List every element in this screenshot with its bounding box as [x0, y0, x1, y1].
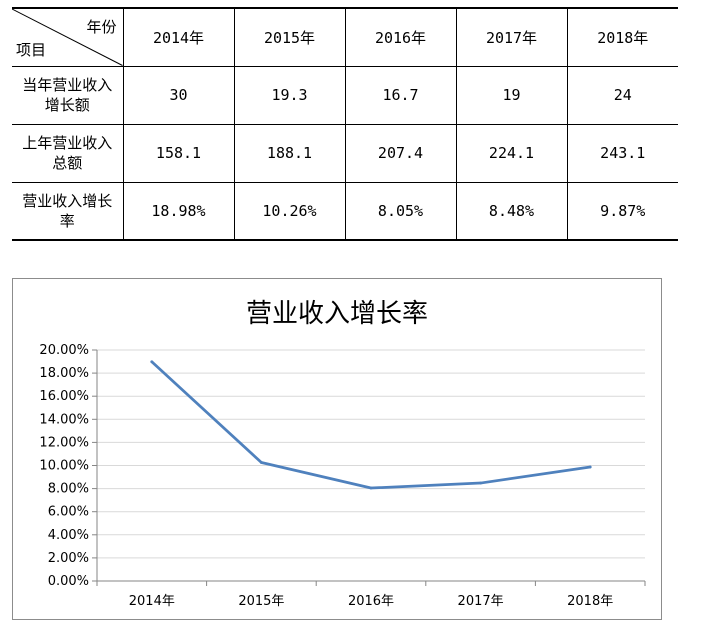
- table-cell: 158.1: [122, 123, 235, 183]
- row-label-line: 增长额: [44, 96, 90, 114]
- row-label-cell: 营业收入增长率: [12, 181, 124, 241]
- row-label-cell: 当年营业收入 增长额: [12, 65, 124, 125]
- x-tick-label: 2017年: [458, 594, 504, 609]
- row-label-cell: 上年营业收入 总额: [12, 123, 124, 183]
- table-cell: 243.1: [566, 123, 678, 183]
- data-point: [479, 481, 482, 485]
- x-tick-label: 2016年: [348, 594, 394, 609]
- y-tick-label: 20.00%: [39, 343, 89, 358]
- table-cell: 30: [122, 65, 235, 125]
- y-tick-label: 12.00%: [39, 435, 89, 450]
- series-line: [150, 360, 592, 490]
- y-tick-label: 0.00%: [48, 574, 89, 589]
- table-cell: 9.87%: [566, 181, 678, 241]
- table-row: 营业收入增长率 18.98% 10.26% 8.05% 8.48% 9.87%: [12, 181, 678, 241]
- y-tick-label: 10.00%: [39, 459, 89, 474]
- data-point: [588, 465, 592, 469]
- table-cell: 16.7: [344, 65, 457, 125]
- x-tick-label: 2018年: [567, 594, 613, 609]
- chart-container: 营业收入增长率 0.00% 2.00% 4.00% 6.00% 8.00% 10.00% 1…: [12, 278, 662, 620]
- row-label-line: 总额: [52, 154, 83, 172]
- y-tick-label: 16.00%: [39, 389, 89, 404]
- chart-title: 营业收入增长率: [246, 299, 428, 329]
- y-tick-label: 2.00%: [48, 551, 89, 566]
- table-cell: 188.1: [233, 123, 346, 183]
- table-cell: 18.98%: [122, 181, 235, 241]
- corner-label-year: 年份: [86, 18, 117, 36]
- data-point: [369, 486, 373, 490]
- year-header-cell: 2014年: [122, 7, 235, 67]
- row-label-line: 上年营业收入: [22, 134, 113, 152]
- table-corner-cell: 年份项目: [12, 7, 124, 67]
- data-point: [150, 360, 154, 364]
- line-chart: 营业收入增长率 0.00% 2.00% 4.00% 6.00% 8.00% 10.00% 1…: [39, 299, 646, 609]
- x-tick-label: 2015年: [238, 594, 284, 609]
- row-label-line: 当年营业收入: [22, 76, 113, 94]
- table-cell: 19.3: [233, 65, 346, 125]
- y-tick-label: 6.00%: [48, 505, 89, 520]
- y-tick-label: 14.00%: [39, 412, 89, 427]
- table-cell: 24: [566, 65, 678, 125]
- y-tick-label: 8.00%: [48, 482, 89, 497]
- data-point: [260, 461, 263, 464]
- corner-label-item: 项目: [16, 40, 47, 59]
- table-cell: 207.4: [344, 123, 457, 183]
- year-header-cell: 2018年: [566, 7, 678, 67]
- y-tick-label: 18.00%: [39, 366, 89, 381]
- row-label-line: 营业收入增长: [22, 191, 113, 210]
- header-row: 年份 项目 2014年 2015年 2016年 2017年 2018年: [12, 7, 678, 67]
- table-cell: 224.1: [455, 123, 568, 183]
- table-cell: 8.48%: [455, 181, 568, 241]
- diagonal-line: [12, 9, 123, 66]
- year-header-cell: 2017年: [455, 7, 568, 67]
- year-header-cell: 2016年: [344, 7, 457, 67]
- data-table: 年份 项目 2014年 2015年 2016年 2017年 2018年 当年营业收入 增长额 30…: [12, 7, 678, 241]
- y-tick-label: 4.00%: [48, 528, 89, 543]
- table-row: 上年营业收入 总额 158.1 188.1 207.4 224.1 243.1: [12, 123, 678, 183]
- x-tick-label: 2014年: [129, 594, 175, 609]
- year-header-cell: 2015年: [233, 7, 346, 67]
- table-cell: 19: [455, 65, 568, 125]
- table-row: 当年营业收入 增长额 30 19.3 16.7 19 24: [12, 65, 678, 125]
- table-cell: 8.05%: [344, 181, 457, 241]
- row-label-line: 率: [59, 211, 75, 230]
- table-cell: 10.26%: [233, 181, 346, 241]
